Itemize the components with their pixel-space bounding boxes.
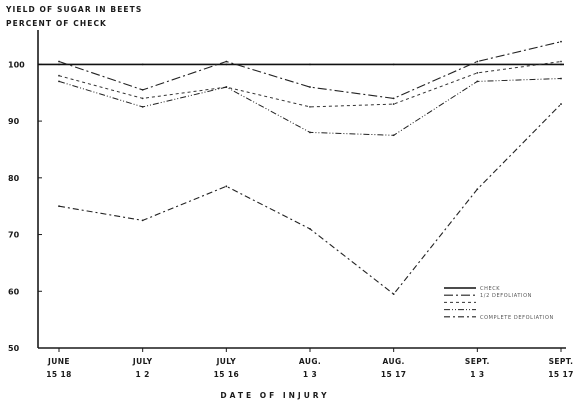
data-point [309, 86, 311, 88]
series-line-2 [58, 41, 562, 99]
x-tick-label: JULY [216, 357, 237, 366]
x-tick-label: AUG. [383, 357, 405, 366]
data-point [309, 106, 311, 108]
y-tick-label: 100 [8, 60, 25, 69]
data-point [476, 60, 479, 63]
y-tick-label: 90 [8, 117, 20, 126]
data-point [560, 40, 562, 43]
x-tick-sublabel: 15 17 [548, 370, 574, 379]
data-point [392, 63, 395, 66]
x-tick-label: SEPT. [465, 357, 490, 366]
data-point [141, 97, 144, 100]
data-point [309, 227, 311, 230]
x-tick-sublabel: 15 18 [46, 370, 72, 379]
x-tick-sublabel: 15 16 [214, 370, 240, 379]
data-point [476, 71, 479, 74]
data-point [309, 63, 311, 66]
chart-subtitle: PERCENT OF CHECK [6, 19, 107, 28]
legend-label: 1/2 DEFOLIATION [480, 293, 532, 299]
data-point [225, 63, 228, 66]
data-point [476, 80, 479, 83]
data-point [560, 103, 562, 105]
data-point [58, 60, 60, 63]
data-point [560, 77, 562, 80]
data-point [58, 74, 60, 77]
y-tick-label: 50 [8, 344, 20, 353]
y-tick-label: 80 [8, 174, 20, 183]
data-point [392, 103, 395, 105]
x-tick-sublabel: 1 3 [303, 370, 317, 379]
x-tick-sublabel: 1 2 [136, 370, 150, 379]
data-point [141, 63, 144, 66]
data-point [392, 134, 395, 137]
data-point [58, 80, 60, 83]
x-tick-label: AUG. [299, 357, 321, 366]
data-point [225, 86, 228, 88]
data-point [225, 185, 228, 188]
data-point [58, 205, 60, 208]
x-tick-sublabel: 1 3 [470, 370, 484, 379]
x-tick-label: JULY [132, 357, 153, 366]
y-tick-label: 60 [8, 287, 20, 296]
data-point [560, 63, 562, 66]
data-point [225, 60, 228, 63]
data-point [309, 131, 311, 134]
data-point [58, 63, 60, 66]
data-point [392, 97, 395, 100]
chart-title: YIELD OF SUGAR IN BEETS [6, 5, 143, 14]
series-line-3 [58, 61, 562, 108]
data-point [141, 88, 144, 91]
data-point [476, 63, 479, 66]
data-point [141, 219, 144, 222]
data-point [141, 106, 144, 108]
data-point [476, 188, 479, 191]
x-axis-label: DATE OF INJURY [220, 391, 329, 400]
data-point [560, 60, 562, 63]
data-point [392, 293, 395, 296]
x-tick-sublabel: 15 17 [381, 370, 407, 379]
legend-label: CHECK [480, 286, 500, 292]
y-tick-label: 70 [8, 231, 20, 240]
x-tick-label: SEPT. [549, 357, 574, 366]
legend-label: COMPLETE DEFOLIATION [480, 315, 554, 321]
x-tick-label: JUNE [47, 357, 70, 366]
